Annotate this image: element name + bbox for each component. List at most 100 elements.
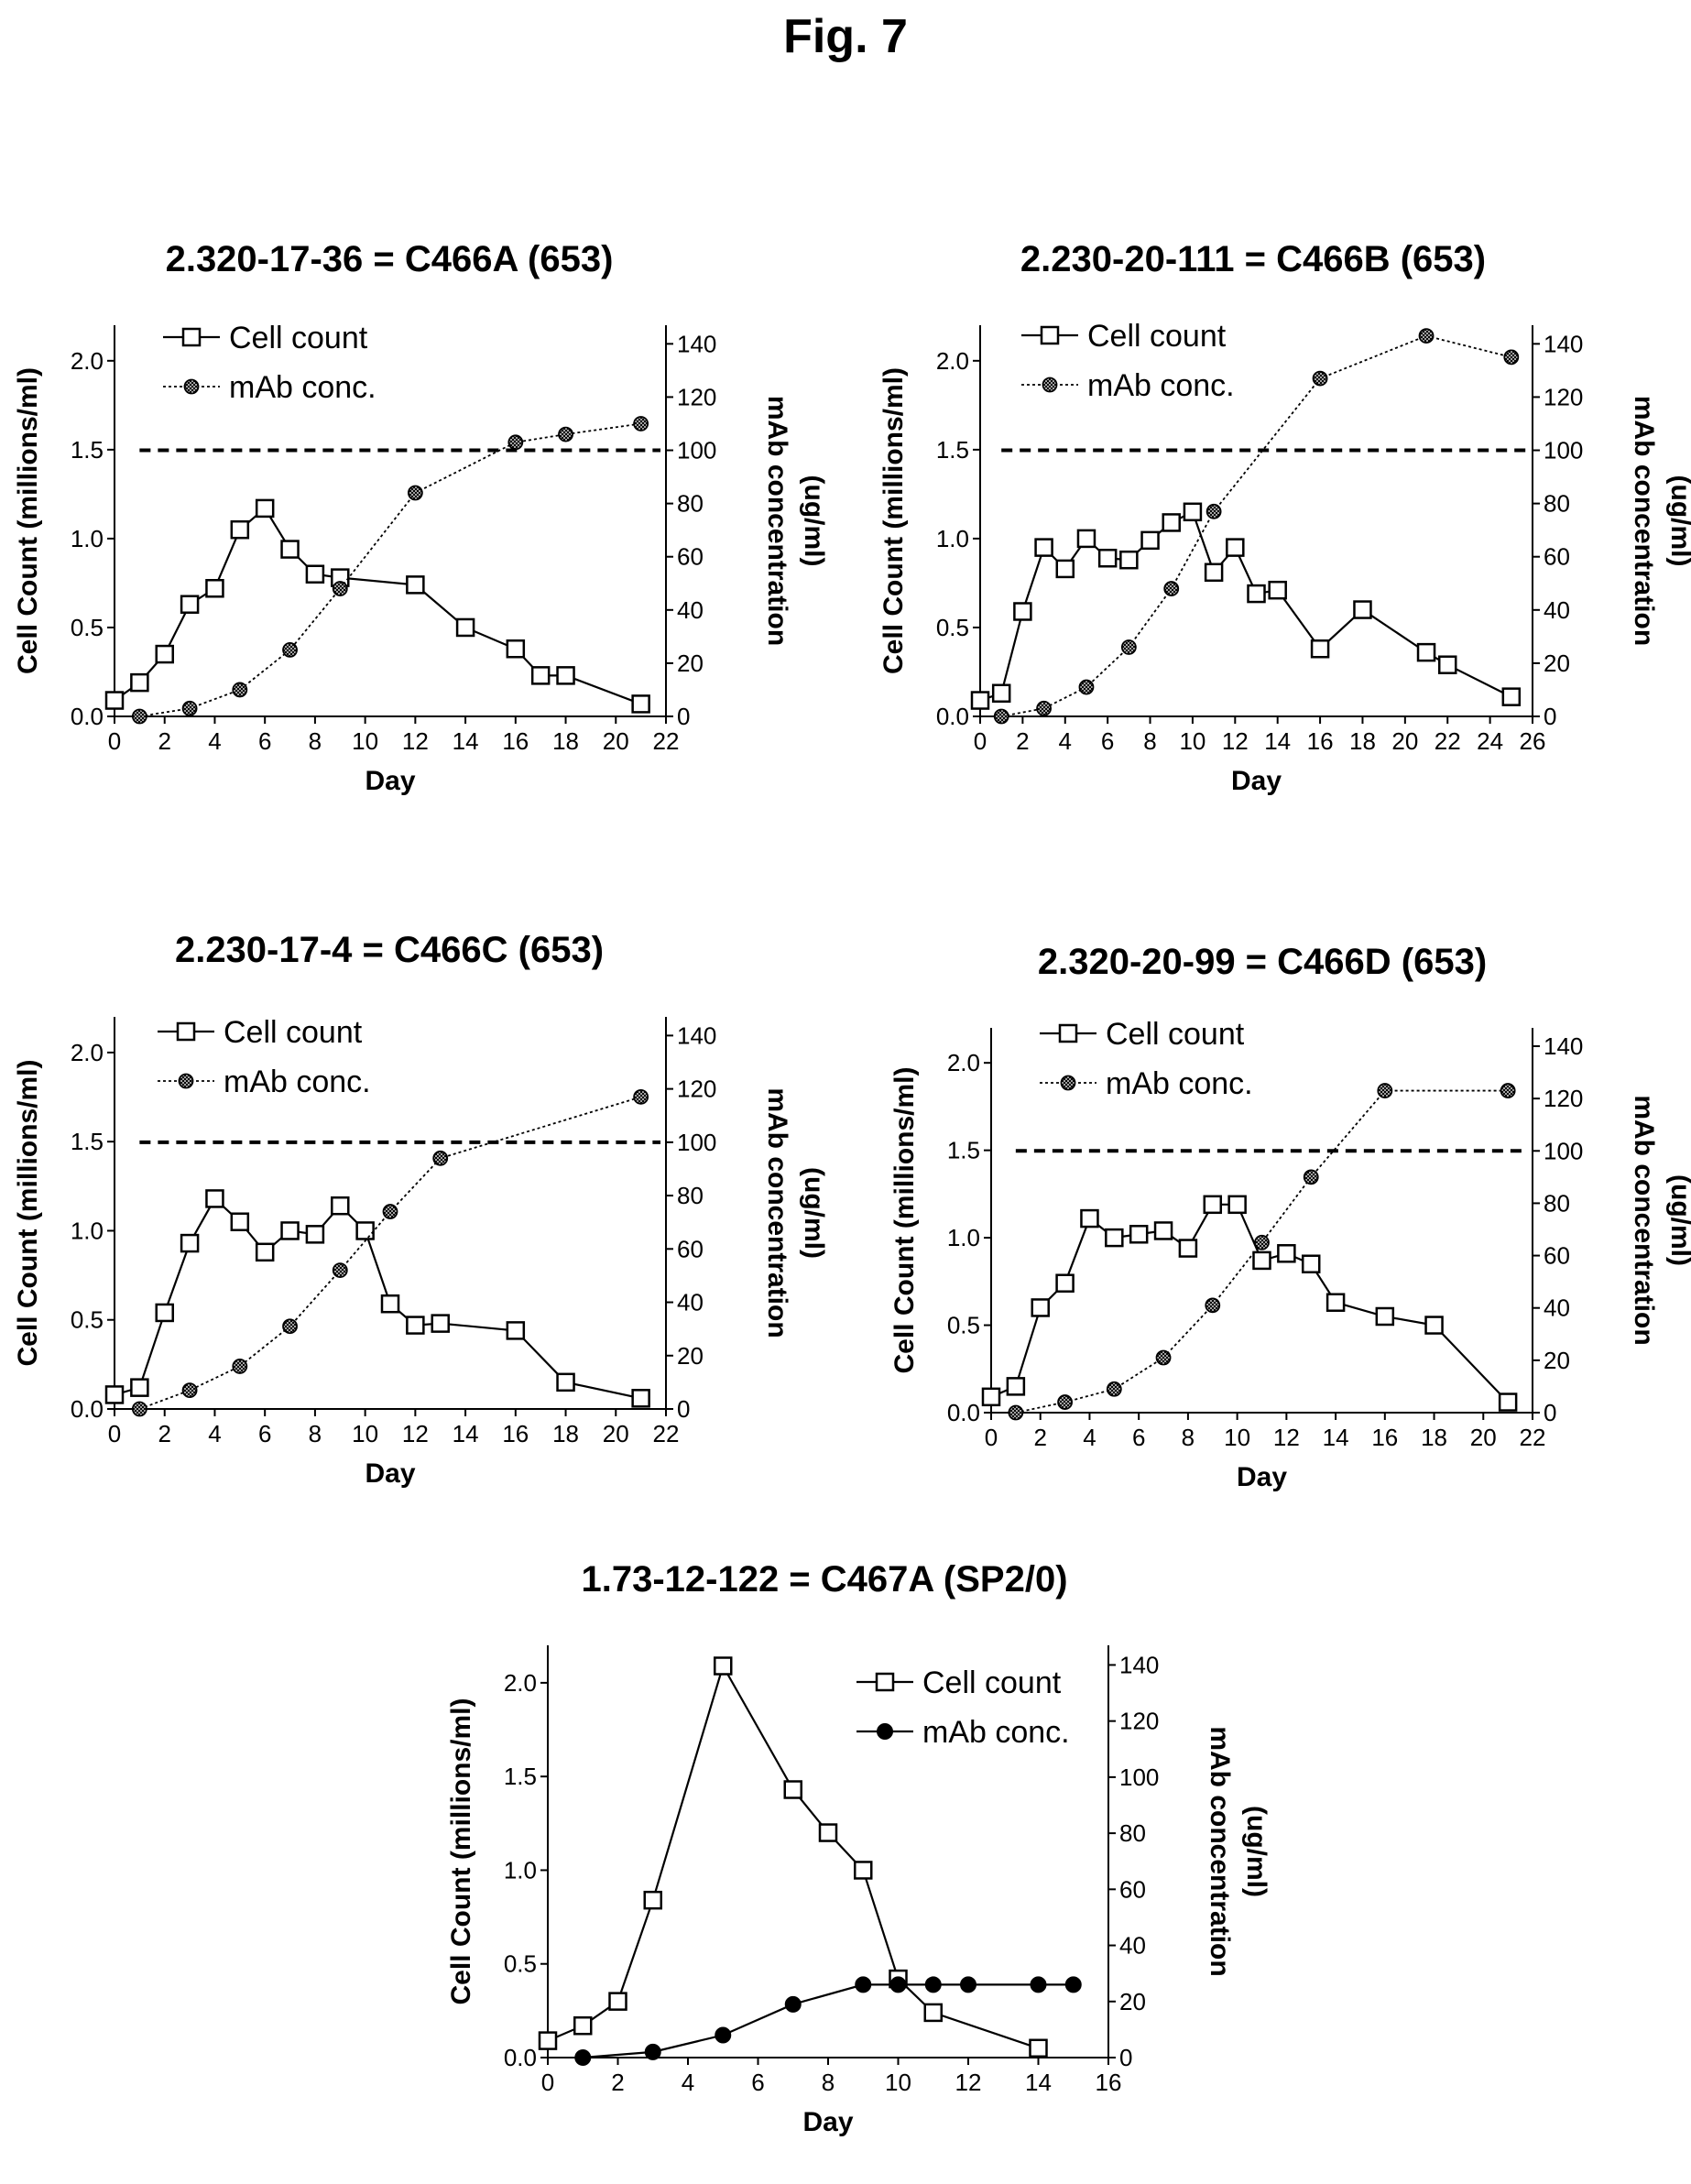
y2-tick-label: 140 [1544,330,1583,357]
x-tick-label: 2 [1033,1424,1046,1451]
data-point [1105,1228,1124,1248]
data-point [889,1976,907,1993]
y-tick-label: 1.0 [71,525,104,552]
legend: Cell count mAb conc. [158,1015,371,1099]
series-line [114,1196,641,1400]
x-tick-label: 14 [453,1420,479,1447]
x-tick-label: 4 [208,727,221,755]
x-tick-label: 20 [1470,1424,1497,1451]
y-tick-label: 0.5 [936,614,969,641]
chart-panel-2: 2.230-20-111 = C466B (653)0 2 4 6 8 10 12 14 16 1… [878,239,1691,796]
data-point [923,2003,943,2023]
x-tick-label: 10 [885,2069,911,2096]
x-tick-label: 12 [402,1420,429,1447]
y2-axis-label: mAb concentration [1629,396,1659,646]
y2-tick-label: 40 [677,1289,704,1316]
data-point [407,485,423,501]
data-point [355,1221,375,1240]
y-tick-label: 1.0 [504,1856,537,1884]
x-tick-label: 0 [541,2069,554,2096]
series-mab-conc [993,328,1520,725]
data-point [1162,513,1181,532]
figure-title: Fig. 7 [783,10,908,63]
y-tick-label: 0.5 [947,1312,980,1339]
x-axis-label: Day [365,1458,415,1489]
legend-label: Cell count [1087,319,1227,354]
data-point [305,564,325,584]
data-point [1252,1250,1271,1271]
x-tick-label: 22 [653,1420,680,1447]
y2-tick-label: 120 [1544,1085,1583,1112]
data-point [205,1189,224,1208]
y2-tick-label: 120 [677,1076,716,1103]
data-point [332,1262,348,1278]
x-tick-label: 10 [352,727,378,755]
y2-tick-label: 140 [677,330,716,357]
chart-title: 2.230-20-111 = C466B (653) [1020,239,1486,279]
data-point [1030,1976,1047,1993]
data-point [558,426,573,442]
data-point [181,700,198,716]
y-tick-label: 0.0 [71,703,104,730]
series-line [979,510,1512,702]
legend-label: Cell count [229,321,368,355]
x-tick-label: 10 [352,1420,378,1447]
y2-axis-unit: (ug/ml) [1665,475,1691,567]
y2-axis-label: mAb concentration [762,396,792,646]
x-tick-label: 18 [1349,727,1376,755]
chart-panel-1: 2.320-17-36 = C466A (653) 0 2 4 6 8 10 12 14 16 18… [13,239,829,796]
data-point [855,1976,872,1993]
legend-marker [1058,1023,1078,1043]
x-tick-label: 6 [258,1420,271,1447]
data-point [382,1204,398,1219]
y2-tick-label: 60 [1119,1875,1146,1903]
data-point [1178,1239,1198,1258]
y2-tick-label: 20 [1119,1988,1146,2015]
legend-marker [1040,325,1060,345]
data-point [1312,370,1328,387]
data-point [1416,642,1436,662]
data-point [1013,602,1032,621]
data-point [331,1196,350,1216]
data-point [783,1780,802,1799]
x-tick-label: 20 [603,727,629,755]
data-point [1418,328,1435,344]
data-point [180,1233,200,1253]
y-tick-label: 0.0 [504,2044,537,2071]
series-cell-count [538,1656,1048,2058]
data-point [633,1088,649,1105]
y2-tick-label: 0 [1544,1399,1556,1426]
y2-tick-label: 0 [677,703,690,730]
x-tick-label: 12 [1273,1424,1300,1451]
x-tick-label: 2 [1016,727,1029,755]
data-point [960,1976,976,1993]
x-tick-label: 4 [208,1420,221,1447]
y-axis-label: Cell Count (millions/ml) [878,367,909,674]
x-tick-label: 8 [1143,727,1156,755]
series-line [990,1203,1509,1403]
data-point [633,416,649,431]
y2-tick-label: 0 [677,1395,690,1423]
y2-tick-label: 20 [677,650,704,677]
x-tick-label: 8 [309,1420,322,1447]
data-point [1326,1293,1346,1312]
x-tick-label: 6 [751,2069,764,2096]
y2-tick-label: 140 [1119,1651,1159,1678]
data-point [981,1387,1001,1407]
series-cell-count [970,502,1522,710]
data-point [232,1359,248,1374]
x-tick-label: 20 [603,1420,629,1447]
y2-tick-label: 0 [1119,2044,1132,2071]
x-tick-label: 22 [653,727,680,755]
y2-axis-unit: (ug/ml) [799,1167,829,1259]
x-tick-label: 4 [1083,1424,1096,1451]
data-point [1500,1083,1516,1098]
data-point [1227,1195,1247,1215]
x-tick-label: 10 [1179,727,1206,755]
data-point [1377,1083,1393,1098]
x-tick-label: 14 [453,727,479,755]
data-point [282,1318,298,1335]
data-point [506,639,526,659]
x-tick-label: 16 [502,1420,529,1447]
data-point [1277,1244,1296,1263]
